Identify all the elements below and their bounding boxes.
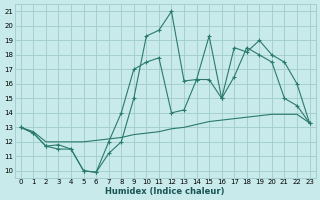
X-axis label: Humidex (Indice chaleur): Humidex (Indice chaleur) [106,187,225,196]
